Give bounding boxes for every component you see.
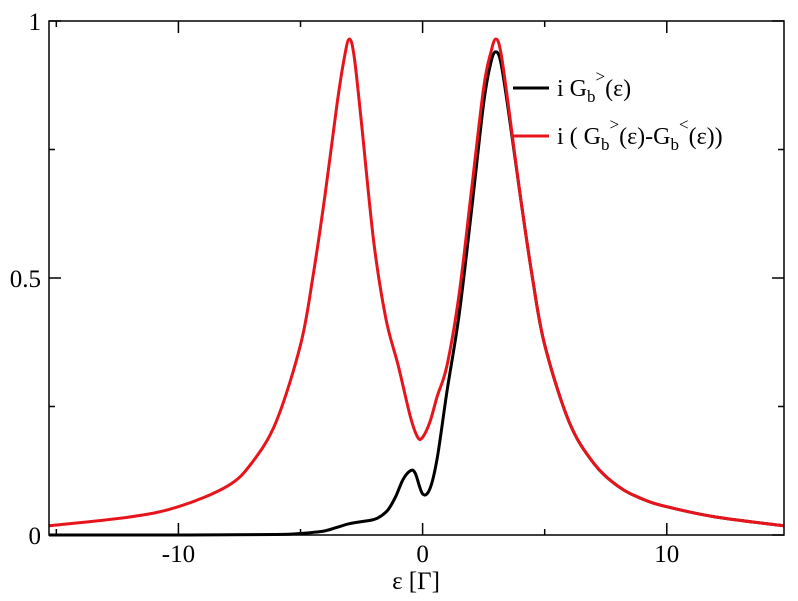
x-tick-label: 10 (654, 541, 679, 568)
series-line-1 (48, 50, 785, 537)
x-axis-label: ε [Γ] (392, 568, 440, 595)
y-tick-label: 1 (29, 9, 42, 36)
legend-label-1: i Gb>(ε) (557, 67, 631, 106)
x-tick-label: -10 (162, 541, 195, 568)
legend: i Gb>(ε) i ( Gb>(ε)-Gb<(ε)) (513, 67, 723, 154)
tick-labels-layer: -10 0 10 0 0.5 1 (10, 9, 680, 568)
ticks-layer (49, 20, 784, 536)
y-tick-label: 0 (29, 523, 42, 550)
plot-frame (48, 20, 785, 536)
x-tick-label: 0 (416, 541, 429, 568)
legend-label-2: i ( Gb>(ε)-Gb<(ε)) (557, 115, 723, 154)
series-layer (48, 37, 785, 537)
y-tick-label: 0.5 (10, 266, 41, 293)
series-line-2 (48, 37, 785, 528)
